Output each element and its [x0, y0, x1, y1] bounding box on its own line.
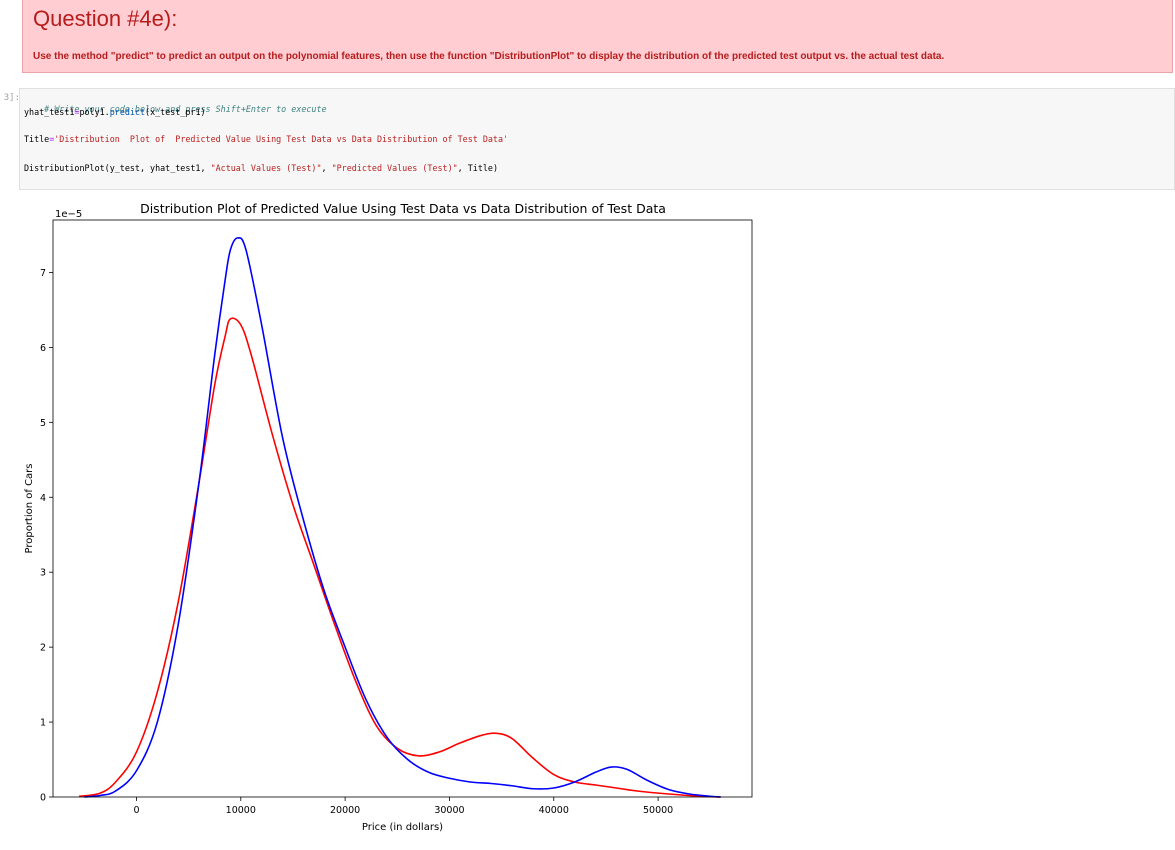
code-call-end: , Title): [457, 163, 498, 173]
series-layer: [78, 237, 721, 798]
code-string: 'Distribution Plot of Predicted Value Us…: [54, 134, 509, 144]
y-tick-label: 1: [40, 718, 46, 729]
code-args: (x_test_pr1): [145, 107, 206, 117]
y-axis-label: Proportion of Cars: [24, 463, 35, 553]
question-instruction: Use the method "predict" to predict an o…: [33, 51, 945, 62]
code-operator: =: [49, 134, 55, 144]
axis-layer: 0 10000 20000 30000 40000 50000 0 1 2 3 4 5 6 7: [40, 268, 673, 816]
code-var: Title: [24, 134, 50, 144]
code-comment-line[interactable]: # Write your code below and press Shift+…: [24, 94, 327, 124]
chart-title: Distribution Plot of Predicted Value Usi…: [140, 201, 666, 216]
code-line-title[interactable]: Title='Distribution Plot of Predicted Va…: [24, 134, 508, 144]
distribution-chart: Distribution Plot of Predicted Value Usi…: [24, 201, 753, 833]
x-axis-label: Price (in dollars): [362, 822, 443, 833]
series-line-blue: [84, 237, 721, 798]
series-line-red: [78, 317, 721, 798]
cell-output: Distribution Plot of Predicted Value Usi…: [0, 195, 780, 845]
x-tick-label: 30000: [434, 805, 464, 816]
x-tick-label: 10000: [226, 805, 256, 816]
code-line-predict[interactable]: yhat_test1=poly1.predict(x_test_pr1): [24, 107, 206, 117]
question-alert: Question #4e): Use the method "predict" …: [22, 0, 1173, 73]
code-cell[interactable]: # Write your code below and press Shift+…: [19, 88, 1175, 190]
x-tick-label: 0: [133, 805, 139, 816]
code-string: "Actual Values (Test)": [210, 163, 322, 173]
code-operator: =: [74, 107, 80, 117]
x-tick-label: 40000: [539, 805, 569, 816]
x-tick-label: 20000: [330, 805, 360, 816]
code-function: predict: [109, 107, 146, 117]
y-tick-label: 6: [40, 343, 46, 354]
code-line-plot[interactable]: DistributionPlot(y_test, yhat_test1, "Ac…: [24, 163, 498, 173]
y-tick-label: 0: [40, 793, 46, 804]
y-tick-label: 4: [40, 493, 46, 504]
code-string: "Predicted Values (Test)": [331, 163, 458, 173]
code-sep: ,: [321, 163, 332, 173]
code-var: yhat_test1: [24, 107, 75, 117]
x-tick-label: 50000: [643, 805, 673, 816]
y-tick-label: 2: [40, 643, 46, 654]
code-comment: # Write your code below and press Shift+…: [44, 104, 327, 114]
code-object: poly1.: [79, 107, 110, 117]
plot-frame: [52, 219, 753, 798]
y-tick-label: 7: [40, 268, 46, 279]
y-tick-label: 3: [40, 568, 46, 579]
question-heading: Question #4e):: [33, 6, 178, 31]
y-tick-label: 5: [40, 418, 46, 429]
code-call: DistributionPlot(y_test, yhat_test1,: [24, 163, 211, 173]
chart-scale-label: 1e−5: [55, 209, 82, 220]
cell-prompt: 3]:: [3, 93, 20, 103]
